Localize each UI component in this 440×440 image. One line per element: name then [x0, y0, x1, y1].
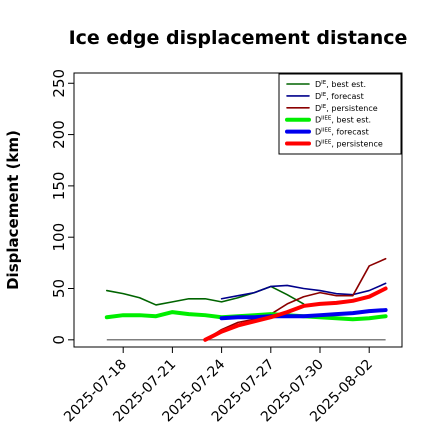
chart-title: Ice edge displacement distance [69, 27, 408, 49]
plot-frame [73, 72, 403, 348]
legend-entry-0: DIE, best est. [315, 80, 366, 89]
y-tick-label: 150 [50, 172, 68, 201]
series-line-4 [219, 308, 388, 321]
y-axis-label: Displacement (km) [4, 130, 22, 290]
series-line-0 [106, 285, 305, 306]
x-axis: 2025-07-182025-07-212025-07-242025-07-27… [61, 347, 376, 425]
y-tick-label: 100 [50, 223, 68, 252]
legend: DIE, best est. DIE, forecast DIE, persiste… [278, 73, 402, 155]
y-tick-label: 50 [50, 279, 68, 298]
y-tick-label: 200 [50, 120, 68, 149]
legend-entry-4: DIIEE, forecast [315, 128, 369, 137]
legend-box [278, 73, 402, 155]
y-axis: 0 50 100 150 200 250 [50, 69, 74, 345]
legend-entry-2: DIE, persistence [315, 104, 378, 113]
plot-area [104, 257, 388, 342]
legend-entry-3: DIIEE, best est. [315, 116, 371, 125]
y-tick-label: 0 [50, 335, 68, 345]
legend-entry-1: DIE, forecast [315, 92, 364, 101]
series-line-1 [220, 282, 387, 300]
legend-entry-5: DIIEE, persistence [315, 140, 383, 149]
series-line-2 [204, 257, 387, 341]
series-line-5 [203, 286, 388, 342]
y-tick-label: 250 [50, 69, 68, 98]
